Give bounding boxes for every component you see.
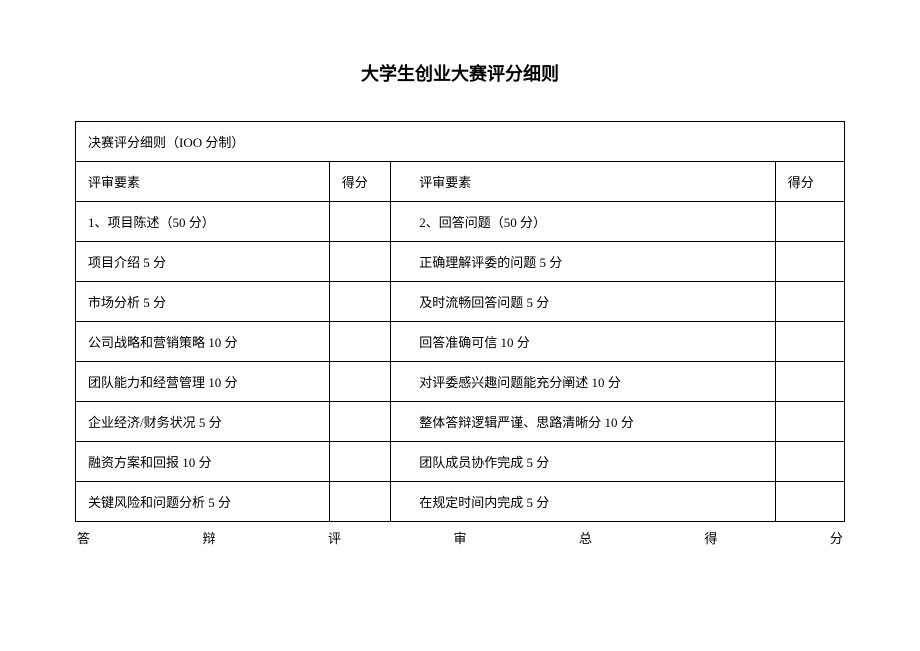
header-right: 评审要素 bbox=[391, 162, 776, 202]
cell-score1 bbox=[329, 202, 391, 242]
cell-right: 团队成员协作完成 5 分 bbox=[391, 442, 776, 482]
cell-score2 bbox=[775, 282, 844, 322]
cell-right: 及时流畅回答问题 5 分 bbox=[391, 282, 776, 322]
table-subtitle: 决赛评分细则（IOO 分制） bbox=[76, 122, 845, 162]
cell-left: 融资方案和回报 10 分 bbox=[76, 442, 330, 482]
table-row: 1、项目陈述（50 分） 2、回答问题（50 分） bbox=[76, 202, 845, 242]
cell-right: 整体答辩逻辑严谨、思路清晰分 10 分 bbox=[391, 402, 776, 442]
cell-score1 bbox=[329, 482, 391, 522]
table-row: 公司战略和营销策略 10 分 回答准确可信 10 分 bbox=[76, 322, 845, 362]
cell-right: 回答准确可信 10 分 bbox=[391, 322, 776, 362]
scoring-table: 决赛评分细则（IOO 分制） 评审要素 得分 评审要素 得分 1、项目陈述（50… bbox=[75, 121, 845, 522]
footer-char: 总 bbox=[579, 528, 592, 547]
cell-left: 企业经济/财务状况 5 分 bbox=[76, 402, 330, 442]
footer-char: 评 bbox=[328, 528, 341, 547]
cell-left: 公司战略和营销策略 10 分 bbox=[76, 322, 330, 362]
cell-score2 bbox=[775, 242, 844, 282]
cell-left: 团队能力和经营管理 10 分 bbox=[76, 362, 330, 402]
cell-score2 bbox=[775, 202, 844, 242]
cell-right: 正确理解评委的问题 5 分 bbox=[391, 242, 776, 282]
cell-score1 bbox=[329, 282, 391, 322]
cell-left: 关键风险和问题分析 5 分 bbox=[76, 482, 330, 522]
table-row: 融资方案和回报 10 分 团队成员协作完成 5 分 bbox=[76, 442, 845, 482]
cell-score2 bbox=[775, 322, 844, 362]
cell-score2 bbox=[775, 402, 844, 442]
cell-score1 bbox=[329, 402, 391, 442]
table-row: 团队能力和经营管理 10 分 对评委感兴趣问题能充分阐述 10 分 bbox=[76, 362, 845, 402]
header-score2: 得分 bbox=[775, 162, 844, 202]
footer-text: 答 辩 评 审 总 得 分 bbox=[75, 522, 845, 547]
cell-score2 bbox=[775, 362, 844, 402]
cell-score1 bbox=[329, 362, 391, 402]
header-left: 评审要素 bbox=[76, 162, 330, 202]
cell-score2 bbox=[775, 482, 844, 522]
footer-char: 分 bbox=[830, 528, 843, 547]
table-row: 市场分析 5 分 及时流畅回答问题 5 分 bbox=[76, 282, 845, 322]
cell-right: 对评委感兴趣问题能充分阐述 10 分 bbox=[391, 362, 776, 402]
footer-char: 答 bbox=[77, 528, 90, 547]
footer-char: 审 bbox=[453, 528, 466, 547]
table-row: 企业经济/财务状况 5 分 整体答辩逻辑严谨、思路清晰分 10 分 bbox=[76, 402, 845, 442]
cell-right: 在规定时间内完成 5 分 bbox=[391, 482, 776, 522]
cell-left: 市场分析 5 分 bbox=[76, 282, 330, 322]
footer-char: 辩 bbox=[202, 528, 215, 547]
cell-score2 bbox=[775, 442, 844, 482]
header-score1: 得分 bbox=[329, 162, 391, 202]
cell-left: 项目介绍 5 分 bbox=[76, 242, 330, 282]
table-row: 项目介绍 5 分 正确理解评委的问题 5 分 bbox=[76, 242, 845, 282]
cell-score1 bbox=[329, 322, 391, 362]
footer-char: 得 bbox=[704, 528, 717, 547]
cell-score1 bbox=[329, 442, 391, 482]
table-row: 关键风险和问题分析 5 分 在规定时间内完成 5 分 bbox=[76, 482, 845, 522]
cell-left: 1、项目陈述（50 分） bbox=[76, 202, 330, 242]
cell-score1 bbox=[329, 242, 391, 282]
page-title: 大学生创业大赛评分细则 bbox=[75, 60, 845, 86]
cell-right: 2、回答问题（50 分） bbox=[391, 202, 776, 242]
